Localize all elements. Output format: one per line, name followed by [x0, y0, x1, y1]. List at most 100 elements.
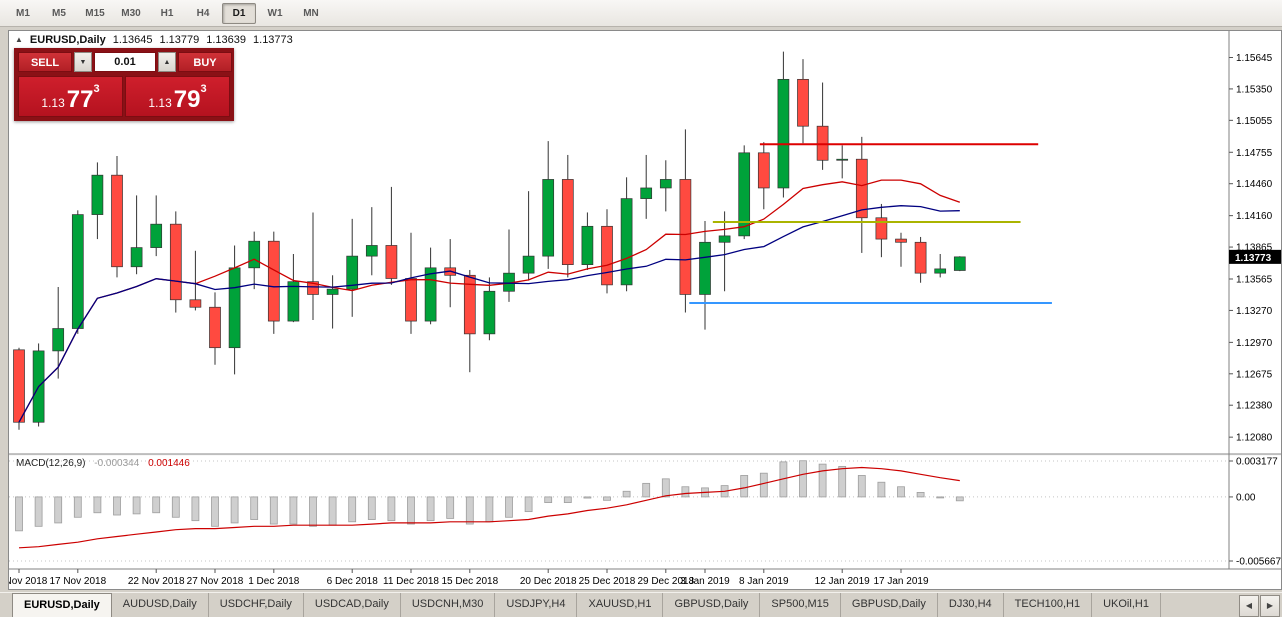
candle-bull	[953, 256, 966, 271]
oneclick-collapse-icon[interactable]: ▲	[15, 35, 23, 44]
sell-price-pips: 77	[66, 86, 94, 113]
candle-bull	[365, 245, 378, 257]
price-axis-label: 1.14160	[1236, 211, 1273, 222]
buy-price-point: 3	[200, 83, 207, 95]
chart-tab-sp500-m15[interactable]: SP500,M15	[760, 593, 841, 617]
macd-bar	[93, 496, 102, 514]
macd-axis-label: -0.005667	[1236, 557, 1281, 568]
date-axis-label: 8 Jan 2019	[739, 576, 789, 587]
candle-bear	[797, 78, 809, 127]
buy-button[interactable]: BUY	[178, 52, 232, 72]
macd-bar	[73, 496, 82, 518]
date-axis-label: 22 Nov 2018	[128, 576, 185, 587]
buy-price-box[interactable]: 1.13 79 3	[125, 76, 230, 117]
candle-bull	[71, 214, 84, 329]
ohlc-open: 1.13645	[112, 34, 153, 46]
chart-tab-dj30-h4[interactable]: DJ30,H4	[938, 593, 1004, 617]
candle-bull	[699, 241, 711, 295]
macd-bar	[583, 496, 592, 499]
tab-scroll-left-icon[interactable]: ◀	[1239, 595, 1259, 617]
price-axis-label: 1.15350	[1236, 84, 1273, 95]
macd-bar	[936, 496, 945, 499]
chart-tab-usdcad-daily[interactable]: USDCAD,Daily	[304, 593, 401, 617]
price-axis-label: 1.14460	[1236, 179, 1273, 190]
macd-bar	[407, 496, 415, 525]
chart-tab-usdcnh-m30[interactable]: USDCNH,M30	[401, 593, 496, 617]
sell-price-box[interactable]: 1.13 77 3	[18, 76, 123, 117]
macd-bar	[603, 496, 611, 501]
price-axis-label: 1.14755	[1236, 148, 1273, 159]
ohlc-high: 1.13779	[159, 34, 200, 46]
timeframe-button-d1[interactable]: D1	[222, 2, 256, 24]
candle-bear	[895, 238, 907, 243]
chart-tab-audusd-daily[interactable]: AUDUSD,Daily	[112, 593, 209, 617]
candle-bear	[307, 281, 319, 295]
macd-bar	[799, 460, 807, 498]
macd-bar	[171, 496, 180, 518]
macd-bar	[642, 482, 651, 498]
chart-canvas[interactable]: 1.15645 1.15350 1.15055 1.14755 1.14460 1.141…	[9, 31, 1281, 589]
chart-tabbar: EURUSD,Daily AUDUSD,Daily USDCHF,Daily USDC…	[0, 592, 1282, 617]
date-axis-label: 1 Dec 2018	[248, 576, 300, 587]
date-axis-label: 29 Dec 2018	[637, 576, 694, 587]
sell-price-prefix: 1.13	[41, 96, 65, 110]
volume-input[interactable]	[94, 52, 156, 72]
chart-tab-tech100-h1[interactable]: TECH100,H1	[1004, 593, 1093, 617]
macd-bar	[465, 496, 474, 525]
chart-tab-eurusd-daily[interactable]: EURUSD,Daily	[12, 593, 112, 617]
candle-bull	[483, 290, 496, 335]
date-axis-label: 11 Dec 2018	[383, 576, 439, 587]
macd-bar	[485, 496, 494, 523]
timeframe-button-w1[interactable]: W1	[267, 7, 283, 19]
candle-bear	[601, 225, 613, 286]
macd-signal-value: 0.001446	[148, 458, 190, 469]
candle-bull	[640, 187, 653, 199]
macd-bar	[759, 472, 768, 498]
price-axis-label: 1.12380	[1236, 401, 1273, 412]
candle-bull	[287, 281, 300, 322]
candle-bear	[914, 241, 927, 274]
candles-layer	[13, 51, 966, 430]
current-price-badge	[1229, 249, 1281, 264]
macd-bar	[34, 496, 43, 527]
candle-bull	[659, 179, 672, 189]
macd-bar	[524, 496, 533, 513]
price-axis-label: 1.12970	[1236, 338, 1273, 349]
date-axis-label: 17 Nov 2018	[49, 576, 106, 587]
timeframe-button-m30[interactable]: M30	[121, 7, 141, 19]
volume-down-icon[interactable]: ▼	[74, 52, 92, 72]
macd-bar	[681, 486, 690, 498]
timeframe-button-mn[interactable]: MN	[303, 7, 319, 19]
macd-bar	[211, 496, 219, 527]
chart-tab-usdchf-daily[interactable]: USDCHF,Daily	[209, 593, 304, 617]
candle-bull	[542, 179, 555, 257]
price-axis-label: 1.12080	[1236, 433, 1273, 444]
macd-bar	[250, 496, 259, 520]
timeframe-button-m1[interactable]: M1	[16, 7, 30, 19]
tab-scroll-right-icon[interactable]: ▶	[1260, 595, 1280, 617]
macd-bar	[544, 496, 553, 503]
ohlc-low: 1.13639	[206, 34, 247, 46]
timeframe-button-h1[interactable]: H1	[160, 7, 174, 19]
candle-bear	[757, 152, 770, 189]
chart-tab-ukoil-h1[interactable]: UKOil,H1	[1092, 593, 1161, 617]
macd-bar	[622, 490, 631, 498]
candle-bull	[424, 267, 437, 322]
timeframe-button-m15[interactable]: M15	[85, 7, 105, 19]
price-axis-label: 1.15055	[1236, 116, 1273, 127]
chart-tab-gbpusd-daily[interactable]: GBPUSD,Daily	[841, 593, 938, 617]
macd-bar	[661, 478, 670, 498]
timeframe-button-h4[interactable]: H4	[196, 7, 210, 19]
chart-tab-gbpusd-daily[interactable]: GBPUSD,Daily	[663, 593, 761, 617]
macd-bar	[838, 465, 847, 498]
macd-bar	[740, 475, 749, 498]
chart-tab-xauusd-h1[interactable]: XAUUSD,H1	[577, 593, 664, 617]
macd-bar	[54, 496, 63, 524]
sell-button[interactable]: SELL	[18, 52, 72, 72]
date-axis-label: 3 Jan 2019	[680, 576, 730, 587]
price-axis-label: 1.15645	[1236, 53, 1273, 64]
timeframe-button-m5[interactable]: M5	[52, 7, 66, 19]
volume-up-icon[interactable]: ▲	[158, 52, 176, 72]
chart-tab-usdjpy-h4[interactable]: USDJPY,H4	[495, 593, 578, 617]
ohlc-close: 1.13773	[253, 34, 293, 46]
